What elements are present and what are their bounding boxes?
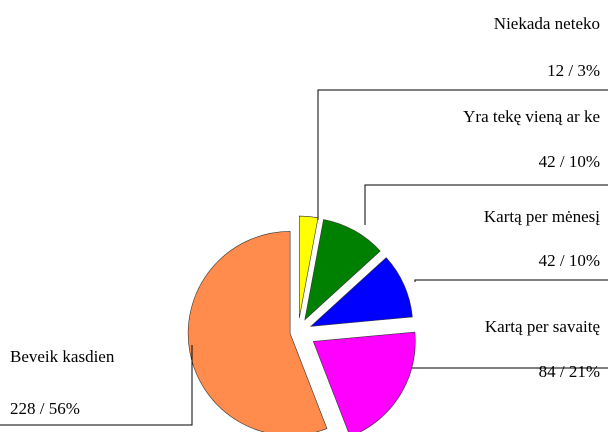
value-label: 42 / 10%: [539, 251, 600, 270]
value-label: 42 / 10%: [539, 152, 600, 171]
pie-slice: [312, 331, 416, 432]
slice-label: Kartą per savaitę: [485, 317, 600, 336]
slice-label: Niekada neteko: [494, 14, 600, 33]
slice-label: Beveik kasdien: [10, 347, 115, 366]
pie-slice: [187, 231, 328, 432]
pie-slice: [309, 257, 413, 327]
slice-label: Kartą per mėnesį: [484, 207, 600, 226]
value-label: 84 / 21%: [539, 362, 600, 381]
value-label: 228 / 56%: [10, 399, 80, 418]
value-label: 12 / 3%: [547, 61, 600, 80]
leader-line: [0, 345, 193, 426]
leader-line: [317, 89, 608, 220]
leader-line: [414, 279, 608, 282]
slice-label: Yra tekę vieną ar ke: [463, 107, 600, 126]
pie-slice: [304, 219, 381, 321]
leader-line: [364, 184, 608, 225]
